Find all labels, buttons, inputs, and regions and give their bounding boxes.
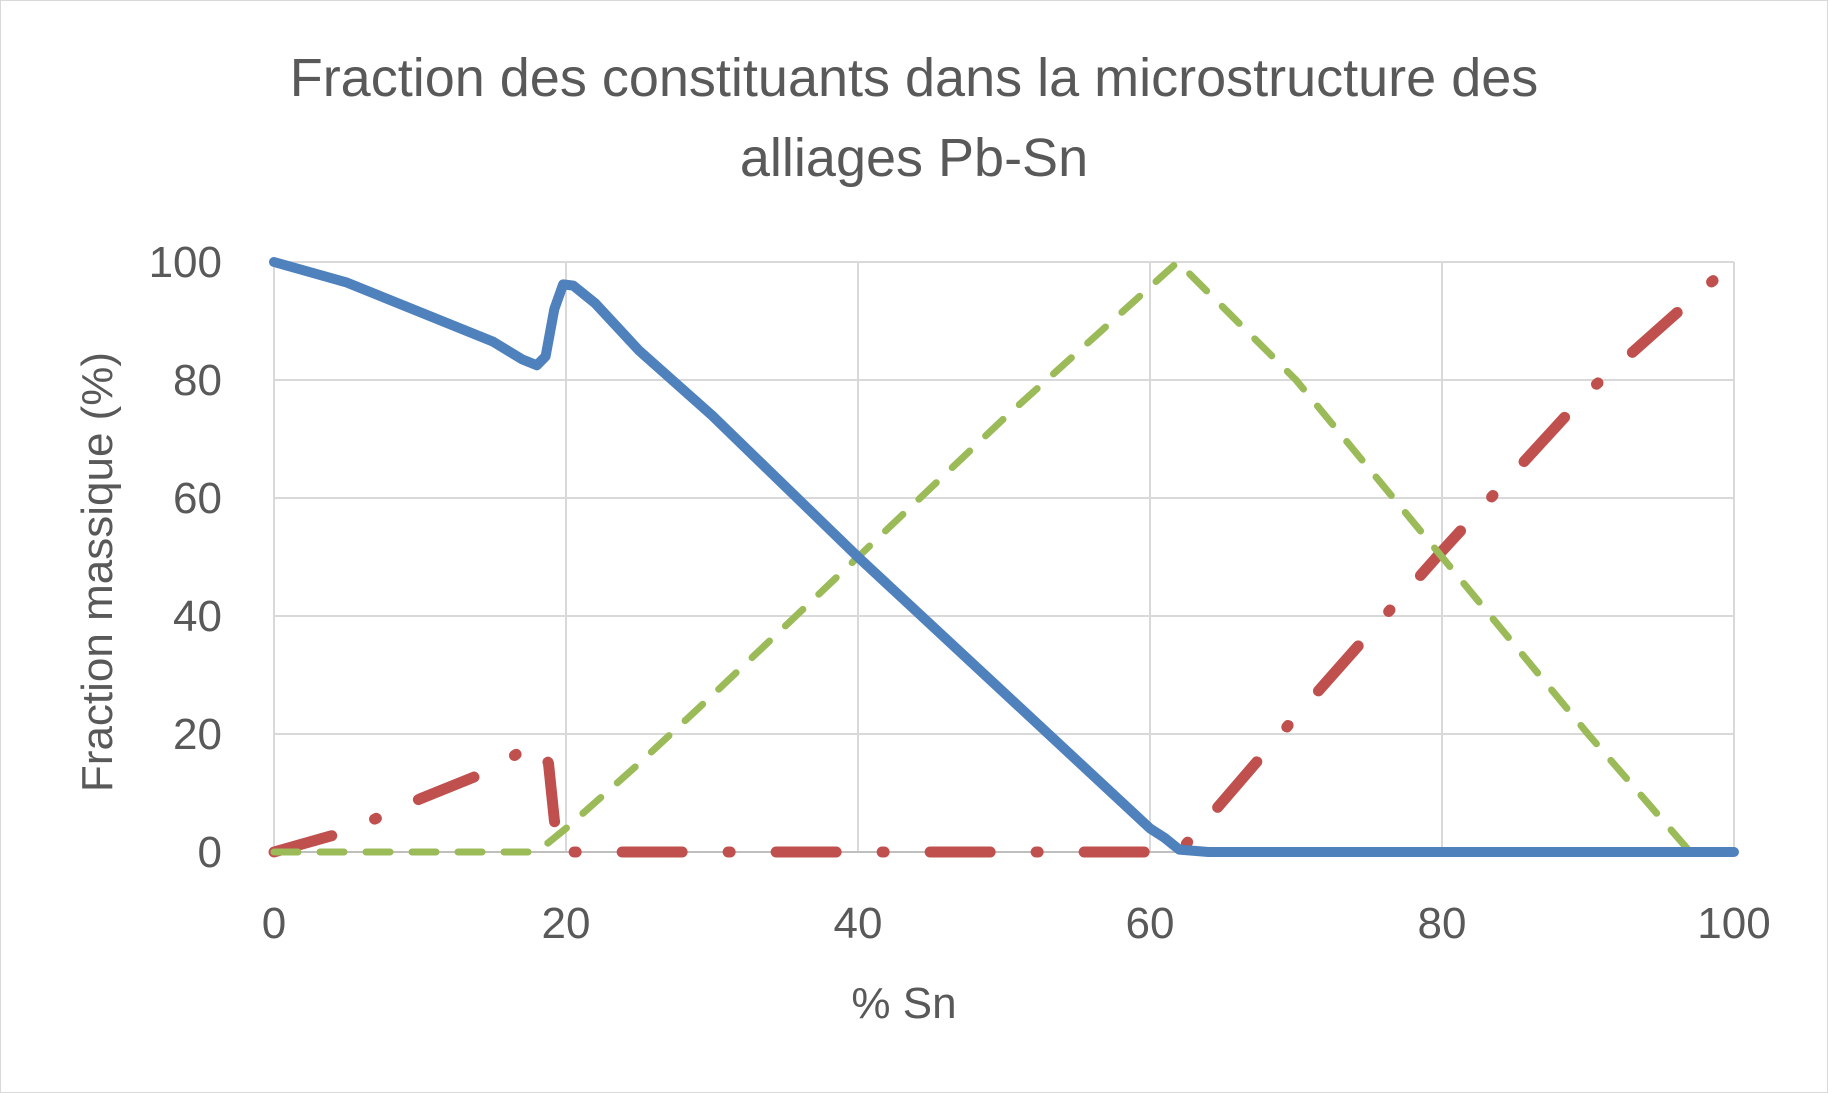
x-tick-label: 20 — [542, 899, 591, 948]
x-tick-label: 0 — [262, 899, 286, 948]
y-axis-title: Fraction massique (%) — [73, 352, 122, 792]
gridlines — [273, 261, 1735, 853]
series-lines — [268, 256, 1740, 858]
x-axis-title: % Sn — [851, 979, 956, 1028]
series-line-3 — [270, 258, 1738, 856]
y-tick-label: 80 — [173, 356, 222, 405]
chart-title-line-2: alliages Pb-Sn — [739, 128, 1089, 188]
x-tick-label: 100 — [1697, 899, 1770, 948]
chart-title-line-1: Fraction des constituants dans la micros… — [289, 48, 1539, 108]
y-tick-label: 60 — [173, 474, 222, 523]
y-tick-label: 40 — [173, 592, 222, 641]
x-tick-label: 40 — [834, 899, 883, 948]
y-tick-label: 100 — [149, 238, 222, 287]
chart-title: Fraction des constituants dans la micros… — [0, 38, 1828, 198]
y-tick-label: 20 — [173, 710, 222, 759]
x-tick-label: 80 — [1418, 899, 1467, 948]
y-tick-label: 0 — [198, 828, 222, 877]
series-line-1 — [269, 257, 1739, 857]
series-line-2 — [268, 256, 1740, 858]
tick-labels: 0 20 40 60 80 100 0 20 40 60 80 100 — [149, 238, 1771, 948]
x-tick-label: 60 — [1126, 899, 1175, 948]
